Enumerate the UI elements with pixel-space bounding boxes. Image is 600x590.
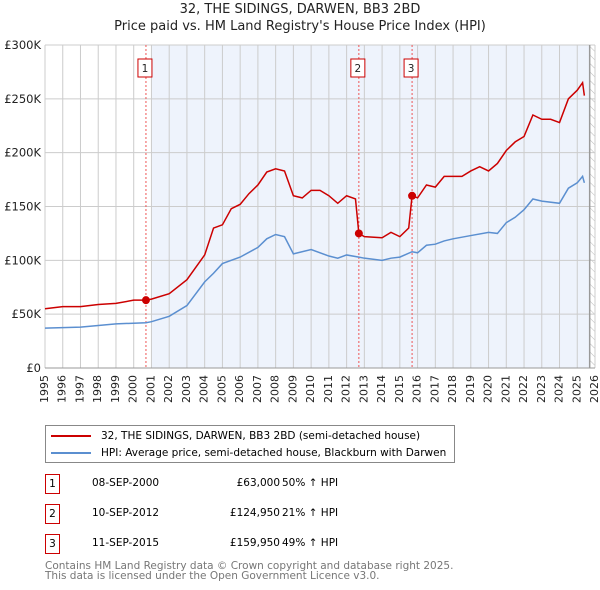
x-tick-label: 2025 <box>570 375 583 403</box>
transaction-price: £63,000 <box>236 477 280 489</box>
x-tick-label: 2003 <box>180 375 193 403</box>
y-tick-label: £0 <box>26 361 41 375</box>
sale-label-box <box>350 58 366 78</box>
series-line <box>44 174 586 329</box>
y-tick-label: £50K <box>12 307 42 321</box>
x-tick-label: 2018 <box>446 375 459 403</box>
transaction-price: £124,950 <box>229 507 280 519</box>
x-tick-label: 2012 <box>340 375 353 403</box>
x-tick-label: 2009 <box>286 375 299 403</box>
x-tick-label: 2017 <box>428 375 441 403</box>
y-tick-label: £250K <box>4 92 41 106</box>
x-tick-label: 2019 <box>464 375 477 403</box>
x-tick-label: 2008 <box>269 375 282 403</box>
legend-label: HPI: Average price, semi-detached house,… <box>101 447 447 459</box>
x-tick-label: 2005 <box>215 375 228 403</box>
transaction-date: 10-SEP-2012 <box>92 507 160 519</box>
x-tick-label: 2026 <box>588 375 600 403</box>
sale-point <box>141 296 150 305</box>
y-tick-label: £200K <box>4 146 41 160</box>
sale-label-box <box>403 58 419 78</box>
x-tick-label: 1998 <box>91 375 104 403</box>
x-tick-label: 2020 <box>482 375 495 403</box>
sale-point <box>408 191 417 200</box>
legend: 32, THE SIDINGS, DARWEN, BB3 2BD (semi-d… <box>45 425 455 463</box>
transaction-num: 1 <box>45 474 60 494</box>
legend-swatch-red <box>51 435 91 437</box>
x-tick-label: 1997 <box>73 375 86 403</box>
x-tick-label: 2013 <box>357 375 370 403</box>
chart-subtitle: Price paid vs. HM Land Registry's House … <box>114 19 486 34</box>
y-tick-label: £100K <box>4 253 41 267</box>
transaction-hpi: 49% ↑ HPI <box>282 537 339 549</box>
sale-point <box>354 229 363 238</box>
x-tick-label: 2021 <box>499 375 512 403</box>
x-tick-label: 2014 <box>375 375 388 403</box>
transaction-hpi: 21% ↑ HPI <box>282 507 339 519</box>
x-tick-label: 2001 <box>144 375 157 403</box>
x-tick-label: 2024 <box>553 375 566 403</box>
transaction-row: 2 10-SEP-2012 £124,950 21% ↑ HPI <box>45 504 465 524</box>
sale-label: 2 <box>355 63 362 75</box>
x-tick-label: 2011 <box>322 375 335 403</box>
x-tick-label: 2000 <box>127 375 140 403</box>
transaction-price: £159,950 <box>229 537 280 549</box>
x-tick-label: 1995 <box>38 375 51 403</box>
x-tick-label: 2007 <box>251 375 264 403</box>
legend-swatch-blue <box>51 452 91 454</box>
sale-label: 1 <box>142 63 149 75</box>
x-tick-label: 2023 <box>535 375 548 403</box>
x-tick-label: 1999 <box>109 375 122 403</box>
footer-line1: Contains HM Land Registry data © Crown c… <box>45 560 454 572</box>
x-tick-label: 1996 <box>56 375 69 403</box>
transaction-row: 3 11-SEP-2015 £159,950 49% ↑ HPI <box>45 534 465 554</box>
x-tick-label: 2006 <box>233 375 246 403</box>
x-tick-label: 2010 <box>304 375 317 403</box>
legend-item-property: 32, THE SIDINGS, DARWEN, BB3 2BD (semi-d… <box>51 428 420 444</box>
x-tick-label: 2004 <box>198 375 211 403</box>
x-tick-label: 2002 <box>162 375 175 403</box>
transaction-num: 2 <box>45 504 60 524</box>
y-tick-label: £150K <box>4 200 41 214</box>
transaction-row: 1 08-SEP-2000 £63,000 50% ↑ HPI <box>45 474 465 494</box>
y-tick-label: £300K <box>4 38 41 52</box>
plot-area: 1995 1996 1997 1998 1999 2000 2001 2002 2003 2004… <box>4 38 600 403</box>
series-line <box>44 80 586 310</box>
transaction-num: 3 <box>45 534 60 554</box>
chart-title: 32, THE SIDINGS, DARWEN, BB3 2BD <box>179 2 421 17</box>
transaction-date: 08-SEP-2000 <box>92 477 160 489</box>
sale-label-box <box>137 58 153 78</box>
footer-line2: This data is licensed under the Open Gov… <box>45 570 380 582</box>
x-tick-label: 2015 <box>393 375 406 403</box>
x-tick-label: 2016 <box>411 375 424 403</box>
sale-label: 3 <box>408 63 415 75</box>
x-tick-label: 2022 <box>517 375 530 403</box>
legend-item-hpi: HPI: Average price, semi-detached house,… <box>51 445 446 461</box>
transaction-date: 11-SEP-2015 <box>92 537 160 549</box>
legend-label: 32, THE SIDINGS, DARWEN, BB3 2BD (semi-d… <box>101 430 421 442</box>
transaction-hpi: 50% ↑ HPI <box>282 477 339 489</box>
